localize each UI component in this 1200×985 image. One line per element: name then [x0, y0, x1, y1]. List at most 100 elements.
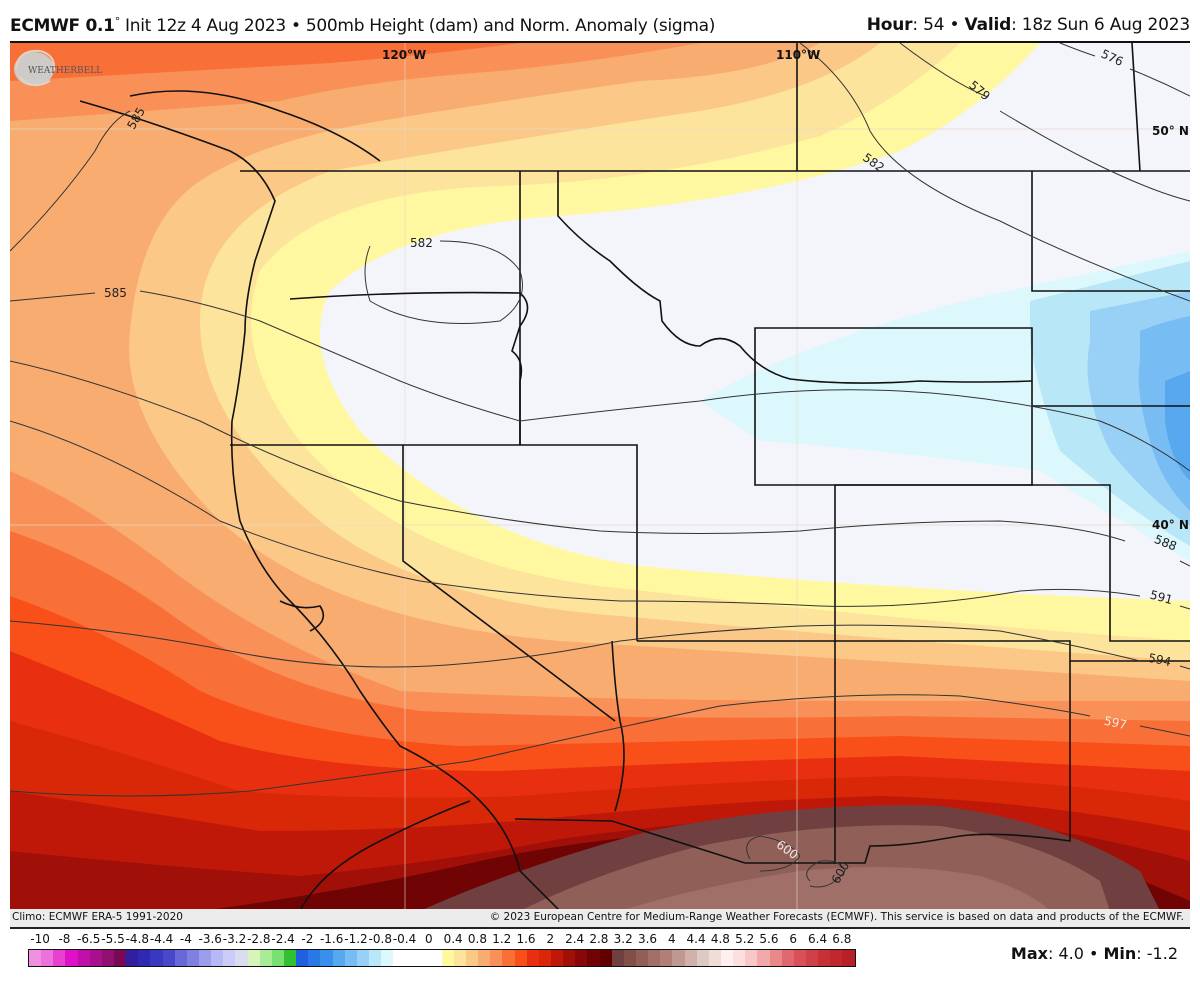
colorbar-tick-label: -5.5 — [101, 932, 125, 946]
valid-value: : 18z Sun 6 Aug 2023 — [1011, 15, 1190, 35]
colorbar-swatch — [296, 950, 309, 966]
colorbar-tick-label: 0.4 — [443, 932, 463, 946]
colorbar-swatch — [587, 950, 600, 966]
colorbar-swatch — [611, 950, 624, 966]
colorbar-swatch — [405, 950, 418, 966]
colorbar-swatch — [830, 950, 843, 966]
colorbar-swatch — [769, 950, 782, 966]
lon-label-110w: 110°W — [776, 48, 820, 62]
colorbar-tick-label: -6.5 — [77, 932, 101, 946]
colorbar-swatch — [41, 950, 54, 966]
colorbar-swatch — [223, 950, 236, 966]
colorbar-swatch — [466, 950, 479, 966]
colorbar-swatch — [842, 950, 855, 966]
colorbar-tick-label: 3.6 — [637, 932, 658, 946]
colorbar-swatch — [174, 950, 187, 966]
colorbar-swatch — [478, 950, 491, 966]
colorbar-tick-label: 6.8 — [832, 932, 852, 946]
colorbar-legend: -10 -8 -6.5 -5.5 -4.8 -4.4 -4 -3.6 -3.2 -2.8 -2.4-… — [0, 930, 1200, 985]
colorbar-swatch — [235, 950, 248, 966]
lat-label-40n: 40° N — [1152, 518, 1189, 532]
colorbar-swatch — [198, 950, 212, 966]
colorbar-tick-label: -3.2 — [222, 932, 247, 946]
colorbar-swatch — [660, 950, 673, 966]
colorbar-swatch — [551, 950, 564, 966]
colorbar-tick-label: 2.4 — [565, 932, 585, 946]
colorbar-swatch — [708, 950, 722, 966]
colorbar-tick-label: 3.2 — [613, 932, 633, 946]
colorbar-swatch — [818, 950, 831, 966]
colorbar-swatch — [733, 950, 746, 966]
colorbar-swatch — [150, 950, 163, 966]
colorbar-tick-label: -1.2 — [344, 932, 368, 946]
colorbar-tick-label: -1.6 — [319, 932, 344, 946]
min-label: Min — [1103, 944, 1137, 963]
contour-label-585-west: 585 — [104, 286, 127, 300]
colorbar-swatch — [126, 950, 139, 966]
colorbar-swatch — [53, 950, 66, 966]
colorbar-tick-label: 1.6 — [516, 932, 536, 946]
colorbar-tick-label: -2.8 — [247, 932, 271, 946]
colorbar-swatch — [29, 950, 42, 966]
colorbar-tick-label: 5.6 — [759, 932, 779, 946]
contour-label-591: 591 — [1149, 588, 1175, 607]
colorbar-swatch — [65, 950, 78, 966]
colorbar-tick-labels: -10 -8 -6.5 -5.5 -4.8 -4.4 -4 -3.6 -3.2 -2.8 -2.4-… — [0, 930, 900, 948]
colorbar-swatch — [186, 950, 199, 966]
colorbar-swatch — [696, 950, 709, 966]
colorbar-swatch — [745, 950, 758, 966]
map-description: Init 12z 4 Aug 2023 • 500mb Height (dam)… — [119, 16, 716, 36]
colorbar-swatch — [308, 950, 321, 966]
contour-label-582-west: 582 — [410, 236, 433, 250]
weatherbell-logo: WEATHERBELL — [14, 49, 102, 87]
colorbar-tick-label: 6.4 — [808, 932, 828, 946]
hour-label: Hour — [866, 15, 913, 35]
colorbar-swatch — [490, 950, 503, 966]
map-header: ECMWF 0.1° Init 12z 4 Aug 2023 • 500mb H… — [0, 0, 1200, 42]
colorbar-swatch — [138, 950, 151, 966]
attribution-bar: Climo: ECMWF ERA-5 1991-2020 © 2023 Euro… — [10, 909, 1190, 929]
colorbar-swatch — [393, 950, 406, 966]
colorbar-tick-label: -2 — [301, 932, 314, 946]
colorbar-swatch — [514, 950, 527, 966]
colorbar-swatch — [757, 950, 770, 966]
colorbar-swatch — [721, 950, 734, 966]
colorbar-tick-label: -4.8 — [125, 932, 150, 946]
colorbar-swatch — [320, 950, 333, 966]
colorbar-tick-label: -0.4 — [392, 932, 417, 946]
colorbar-tick-label: 1.2 — [492, 932, 512, 946]
lat-label-50n: 50° N — [1152, 124, 1189, 138]
colorbar-swatch — [89, 950, 102, 966]
colorbar-swatch — [793, 950, 806, 966]
colorbar-swatch — [283, 950, 297, 966]
colorbar-swatch — [526, 950, 539, 966]
colorbar-swatch — [101, 950, 114, 966]
logo-text: WEATHERBELL — [28, 66, 102, 76]
colorbar-tick-label: 4.4 — [686, 932, 706, 946]
colorbar-swatch — [441, 950, 454, 966]
colorbar-tick-label: -10 — [30, 932, 50, 946]
colorbar-swatch — [344, 950, 357, 966]
forecast-time: Hour: 54 • Valid: 18z Sun 6 Aug 2023 — [867, 15, 1190, 35]
colorbar-tick-label: 6 — [789, 932, 798, 946]
colorbar-swatch — [623, 950, 637, 966]
valid-label: Valid — [964, 15, 1012, 35]
map-canvas: 120°W 110°W 50° N 40° N 576 579 582 582 … — [10, 43, 1190, 911]
map-title: ECMWF 0.1° Init 12z 4 Aug 2023 • 500mb H… — [10, 15, 715, 36]
colorbar-tick-label: -2.4 — [271, 932, 295, 946]
colorbar-swatch — [781, 950, 794, 966]
colorbar-swatch — [453, 950, 467, 966]
colorbar-swatch — [563, 950, 576, 966]
colorbar-swatch — [332, 950, 345, 966]
colorbar-tick-label: -8 — [58, 932, 71, 946]
colorbar-swatch — [429, 950, 442, 966]
colorbar-swatch — [162, 950, 175, 966]
colorbar-swatch — [259, 950, 272, 966]
colorbar-swatch — [502, 950, 515, 966]
colorbar-swatch — [356, 950, 369, 966]
climo-note: Climo: ECMWF ERA-5 1991-2020 — [12, 911, 183, 923]
hour-value: : 54 • — [912, 15, 965, 35]
colorbar-swatch — [368, 950, 382, 966]
contour-label-594: 594 — [1147, 651, 1172, 669]
max-label: Max — [1010, 944, 1048, 963]
